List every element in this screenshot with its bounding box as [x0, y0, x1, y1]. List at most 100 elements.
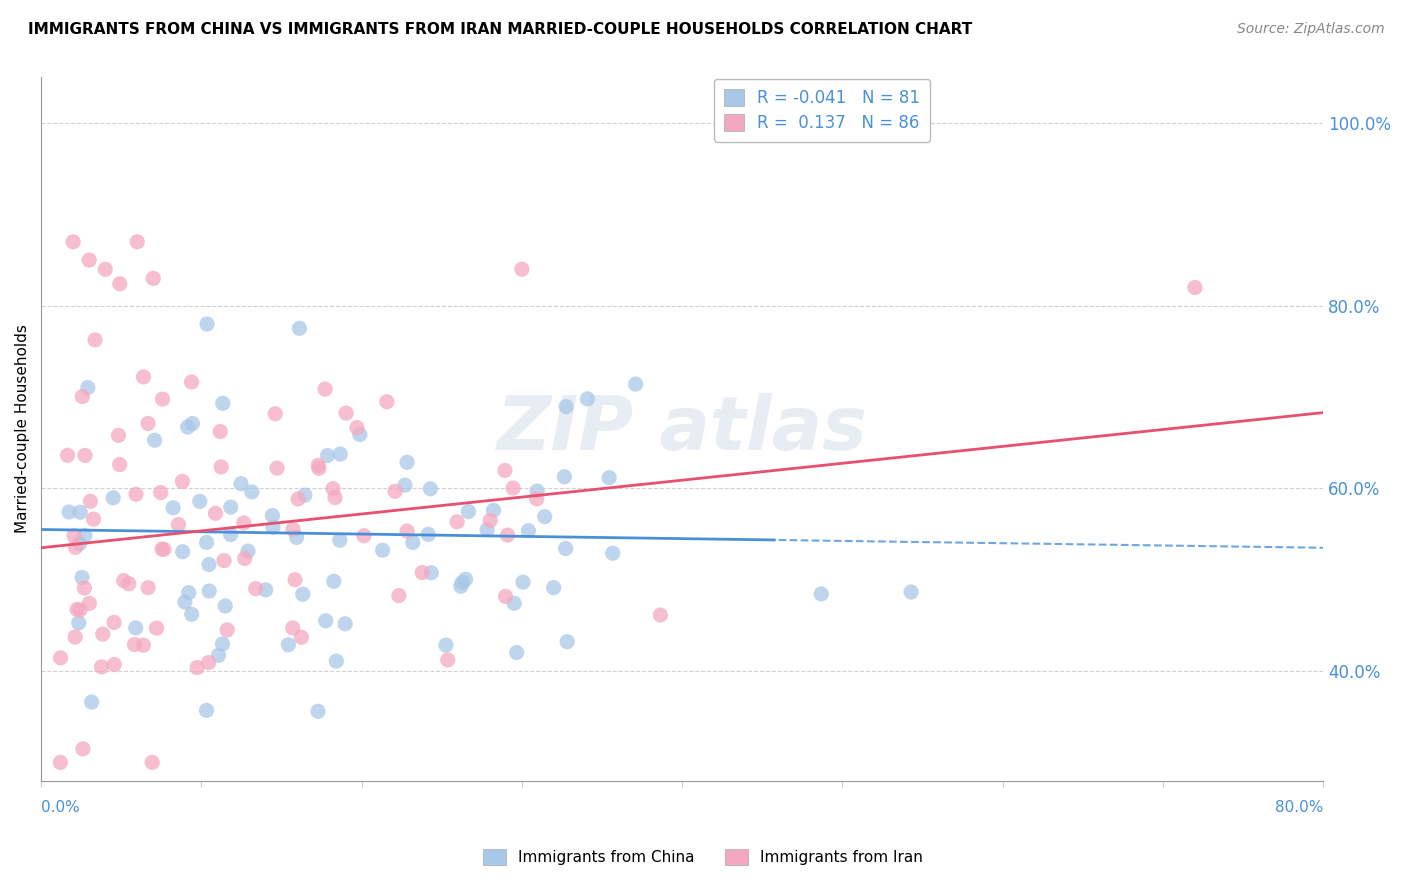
Point — [349, 427, 371, 442]
Point — [181, 417, 204, 431]
Point — [602, 546, 624, 560]
Point — [434, 638, 457, 652]
Point — [79, 494, 101, 508]
Point — [172, 475, 194, 489]
Point — [262, 508, 284, 523]
Point — [533, 509, 555, 524]
Point — [167, 517, 190, 532]
Point — [503, 596, 526, 610]
Point — [526, 491, 548, 506]
Point — [307, 704, 329, 718]
Point — [254, 582, 277, 597]
Point — [316, 449, 339, 463]
Point — [80, 695, 103, 709]
Point — [900, 585, 922, 599]
Point — [335, 406, 357, 420]
Point — [288, 321, 311, 335]
Point — [281, 621, 304, 635]
Point — [325, 654, 347, 668]
Point — [554, 541, 576, 556]
Point — [180, 607, 202, 622]
Point — [198, 584, 221, 599]
Point — [72, 741, 94, 756]
Point — [266, 461, 288, 475]
Point — [475, 523, 498, 537]
Point — [457, 504, 479, 518]
Point — [396, 455, 419, 469]
Point — [212, 554, 235, 568]
Point — [209, 425, 232, 439]
Point — [198, 558, 221, 572]
Point — [211, 396, 233, 410]
Point — [512, 575, 534, 590]
Point — [420, 566, 443, 580]
Point — [322, 482, 344, 496]
Point — [197, 656, 219, 670]
Y-axis label: Married-couple Households: Married-couple Households — [15, 325, 30, 533]
Point — [323, 491, 346, 505]
Point — [118, 576, 141, 591]
Point — [214, 599, 236, 613]
Point — [482, 503, 505, 517]
Point — [229, 476, 252, 491]
Point — [91, 627, 114, 641]
Point — [308, 461, 330, 475]
Point — [1184, 280, 1206, 294]
Point — [188, 494, 211, 508]
Point — [63, 630, 86, 644]
Point — [264, 407, 287, 421]
Point — [496, 528, 519, 542]
Point — [810, 587, 832, 601]
Point — [56, 448, 79, 462]
Text: Source: ZipAtlas.com: Source: ZipAtlas.com — [1237, 22, 1385, 37]
Point — [375, 394, 398, 409]
Point — [396, 524, 419, 538]
Point — [450, 579, 472, 593]
Point — [195, 317, 218, 331]
Point — [73, 528, 96, 542]
Point — [76, 380, 98, 394]
Point — [72, 389, 94, 403]
Point — [103, 491, 125, 505]
Point — [103, 615, 125, 630]
Point — [553, 469, 575, 483]
Point — [394, 478, 416, 492]
Point — [384, 484, 406, 499]
Point — [211, 637, 233, 651]
Point — [69, 536, 91, 550]
Point — [65, 541, 87, 555]
Point — [84, 333, 107, 347]
Point — [294, 488, 316, 502]
Point — [494, 463, 516, 477]
Point — [555, 400, 578, 414]
Text: IMMIGRANTS FROM CHINA VS IMMIGRANTS FROM IRAN MARRIED-COUPLE HOUSEHOLDS CORRELAT: IMMIGRANTS FROM CHINA VS IMMIGRANTS FROM… — [28, 22, 973, 37]
Point — [73, 581, 96, 595]
Point — [173, 595, 195, 609]
Point — [322, 574, 344, 589]
Point — [62, 235, 84, 249]
Point — [555, 634, 578, 648]
Point — [63, 528, 86, 542]
Point — [124, 621, 146, 635]
Point — [77, 253, 100, 268]
Point — [207, 648, 229, 663]
Point — [436, 653, 458, 667]
Point — [232, 516, 254, 530]
Point — [419, 482, 441, 496]
Point — [112, 574, 135, 588]
Point — [127, 235, 149, 249]
Point — [103, 657, 125, 672]
Point — [353, 529, 375, 543]
Point — [411, 566, 433, 580]
Point — [287, 491, 309, 506]
Point — [291, 587, 314, 601]
Point — [517, 524, 540, 538]
Point — [233, 551, 256, 566]
Point — [284, 573, 307, 587]
Point — [217, 623, 239, 637]
Point — [141, 756, 163, 770]
Point — [290, 630, 312, 644]
Legend: Immigrants from China, Immigrants from Iran: Immigrants from China, Immigrants from I… — [477, 843, 929, 871]
Point — [186, 660, 208, 674]
Point — [136, 581, 159, 595]
